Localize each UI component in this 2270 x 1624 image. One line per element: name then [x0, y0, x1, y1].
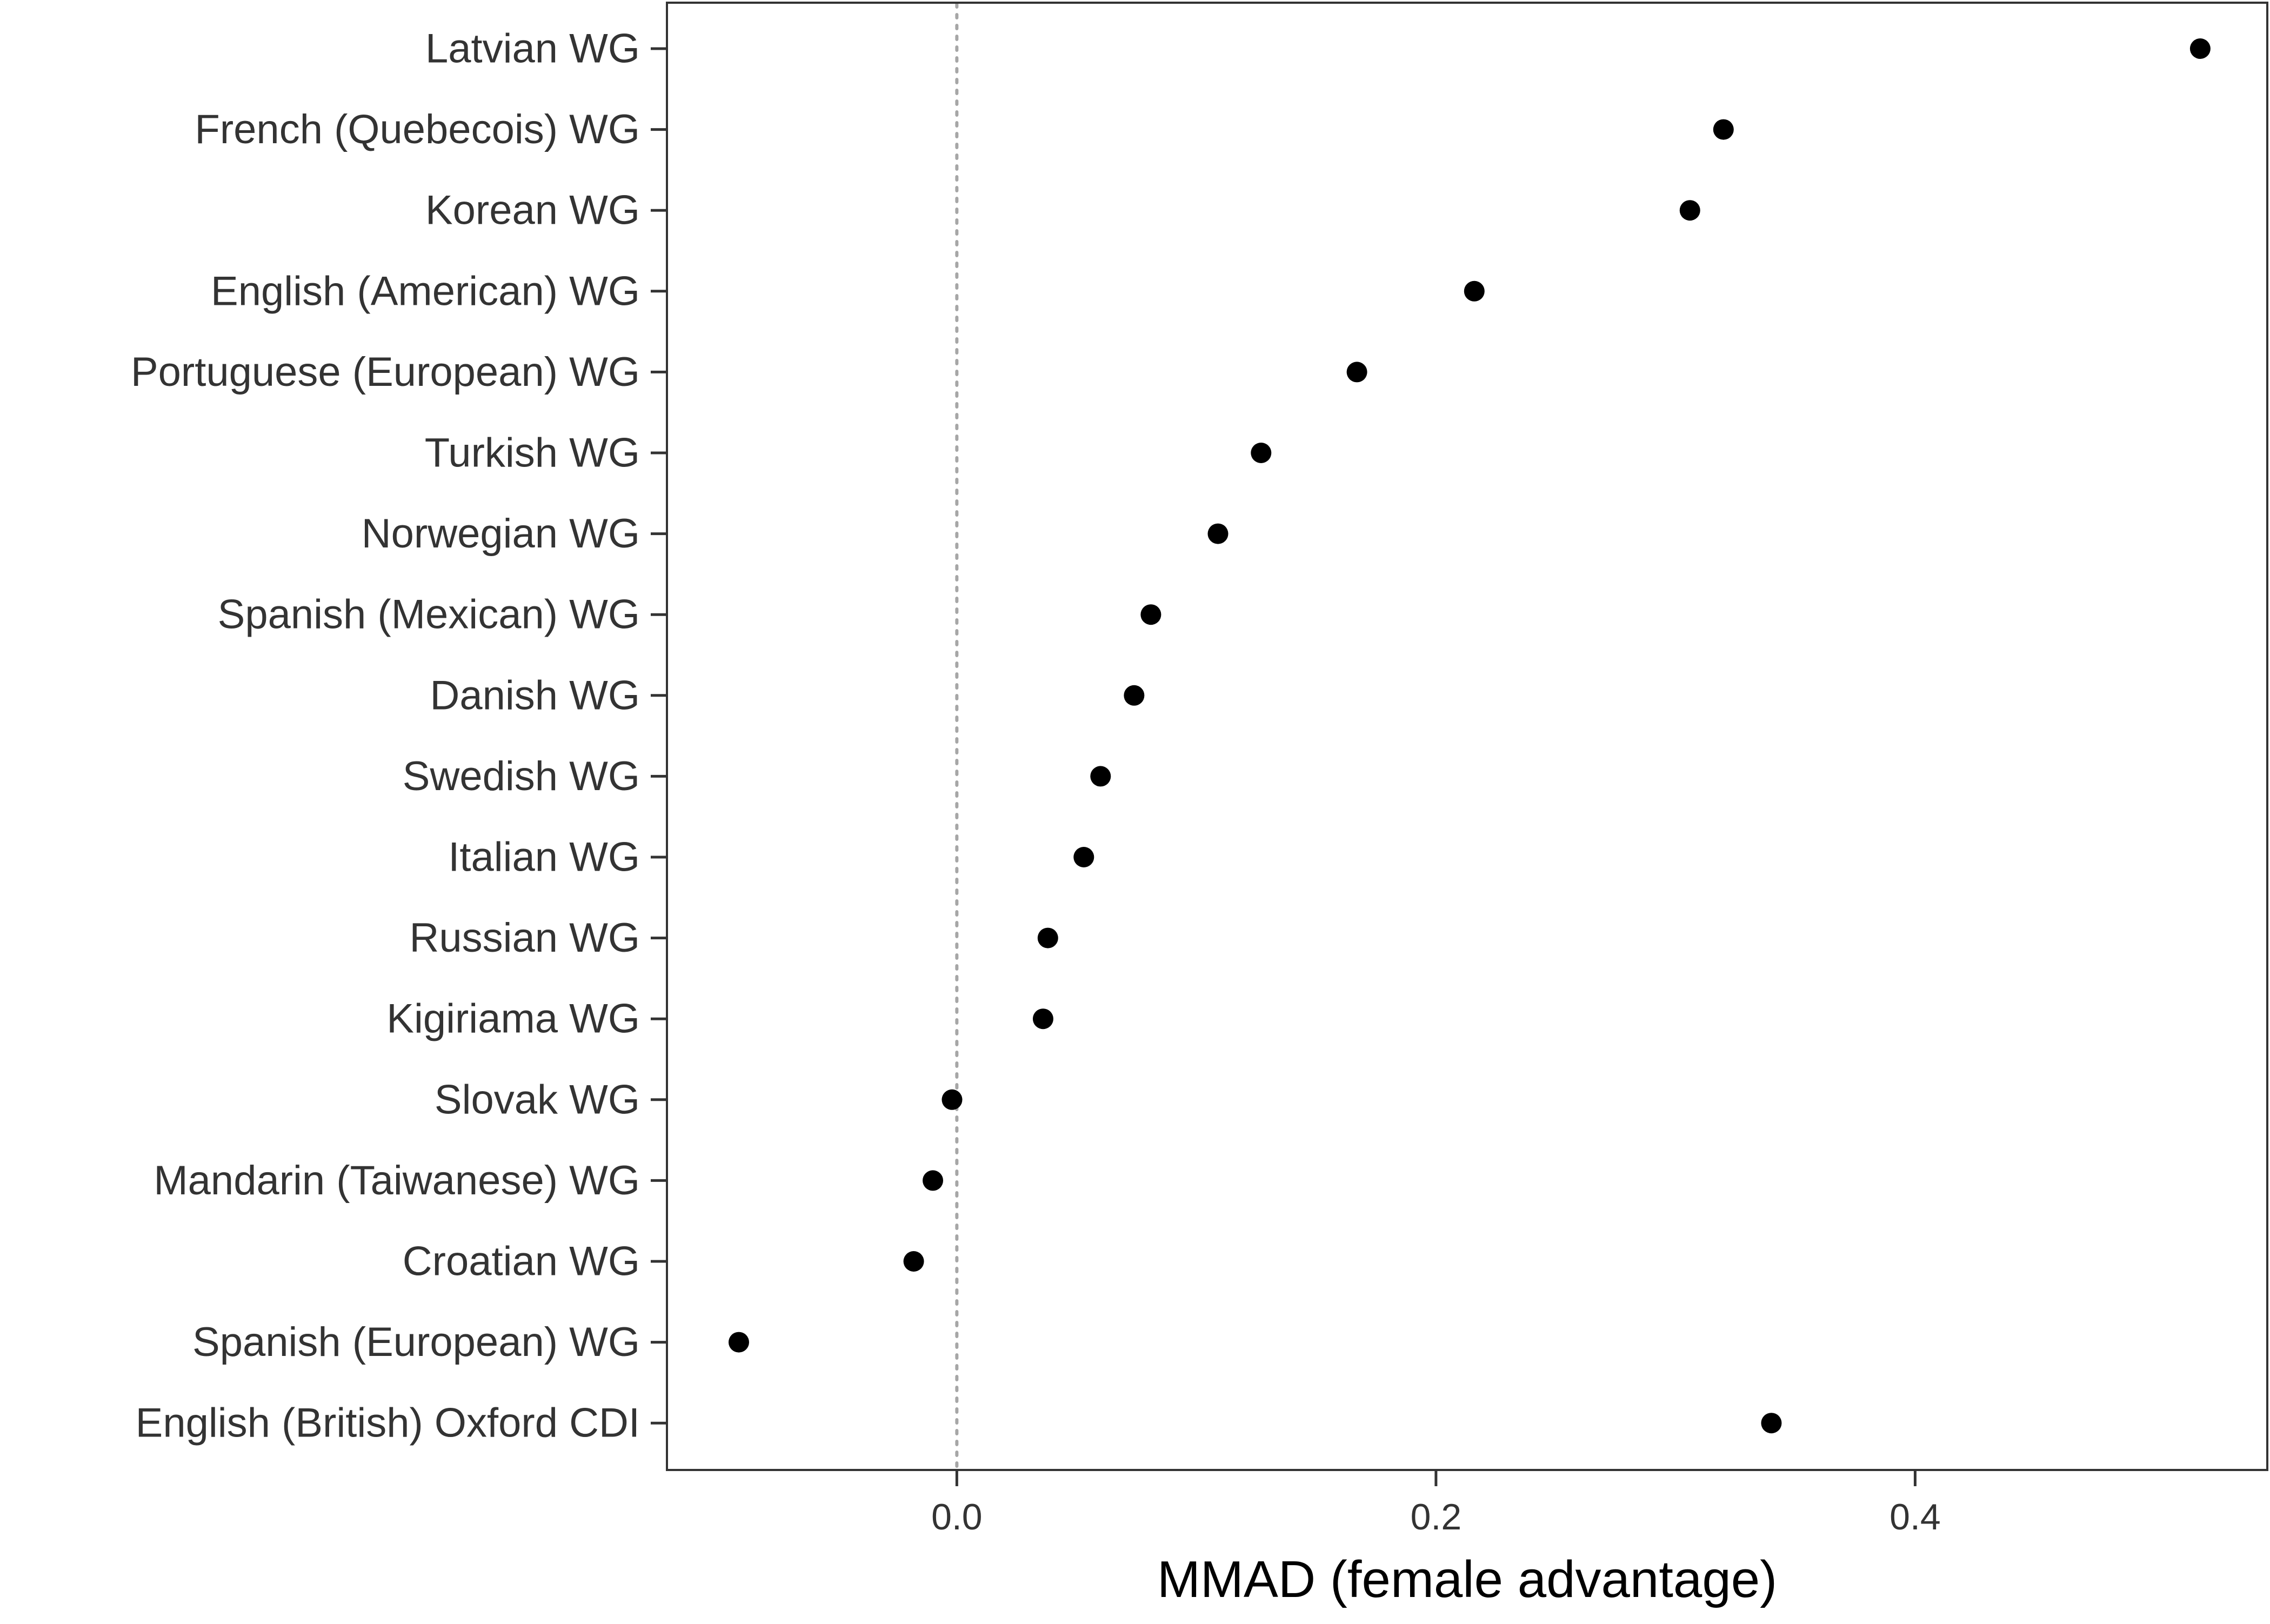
x-axis: 0.0 0.2 0.4 [931, 1470, 1941, 1538]
data-point [1090, 766, 1111, 787]
y-tick-label: English (British) Oxford CDI [136, 1400, 640, 1446]
y-axis: Latvian WG French (Quebecois) WG Korean WG… [131, 26, 667, 1446]
data-point [1032, 1008, 1053, 1030]
data-point [1073, 847, 1094, 867]
y-tick-label: English (American) WG [211, 268, 640, 314]
data-point [1713, 119, 1734, 140]
y-tick-label: Spanish (European) WG [192, 1319, 640, 1365]
data-point [1124, 685, 1145, 706]
data-point [1207, 523, 1229, 544]
data-point [1761, 1413, 1782, 1434]
y-tick-label: Norwegian WG [362, 511, 640, 557]
data-point [923, 1170, 944, 1191]
x-tick-label: 0.0 [931, 1496, 983, 1538]
y-tick-label: Korean WG [425, 188, 640, 233]
y-tick-label: Latvian WG [425, 26, 640, 72]
y-tick-label: Croatian WG [403, 1239, 640, 1285]
y-tick-label: Danish WG [430, 672, 640, 718]
data-point [903, 1251, 924, 1272]
y-tick-label: Kigiriama WG [386, 996, 640, 1042]
x-axis-title: MMAD (female advantage) [1157, 1551, 1777, 1608]
data-points [728, 38, 2211, 1434]
data-point [1251, 443, 1272, 463]
data-point [1140, 604, 1161, 625]
data-point [942, 1089, 963, 1110]
data-point [1037, 927, 1058, 948]
y-tick-label: Turkish WG [425, 430, 640, 476]
y-tick-label: Swedish WG [403, 753, 640, 799]
y-tick-label: French (Quebecois) WG [195, 106, 640, 152]
data-point [1346, 362, 1367, 383]
y-tick-label: Slovak WG [435, 1077, 640, 1122]
plot-panel-border [666, 2, 2268, 1471]
y-tick-label: Spanish (Mexican) WG [218, 592, 640, 638]
x-tick-label: 0.2 [1411, 1496, 1462, 1538]
data-point [1679, 200, 1700, 221]
y-tick-label: Mandarin (Taiwanese) WG [153, 1158, 640, 1204]
data-point [2189, 38, 2211, 59]
y-tick-label: Portuguese (European) WG [131, 349, 640, 395]
y-tick-label: Italian WG [448, 834, 640, 880]
data-point [728, 1332, 749, 1353]
x-tick-label: 0.4 [1890, 1496, 1941, 1538]
y-tick-label: Russian WG [409, 915, 640, 961]
data-point [1464, 280, 1485, 302]
